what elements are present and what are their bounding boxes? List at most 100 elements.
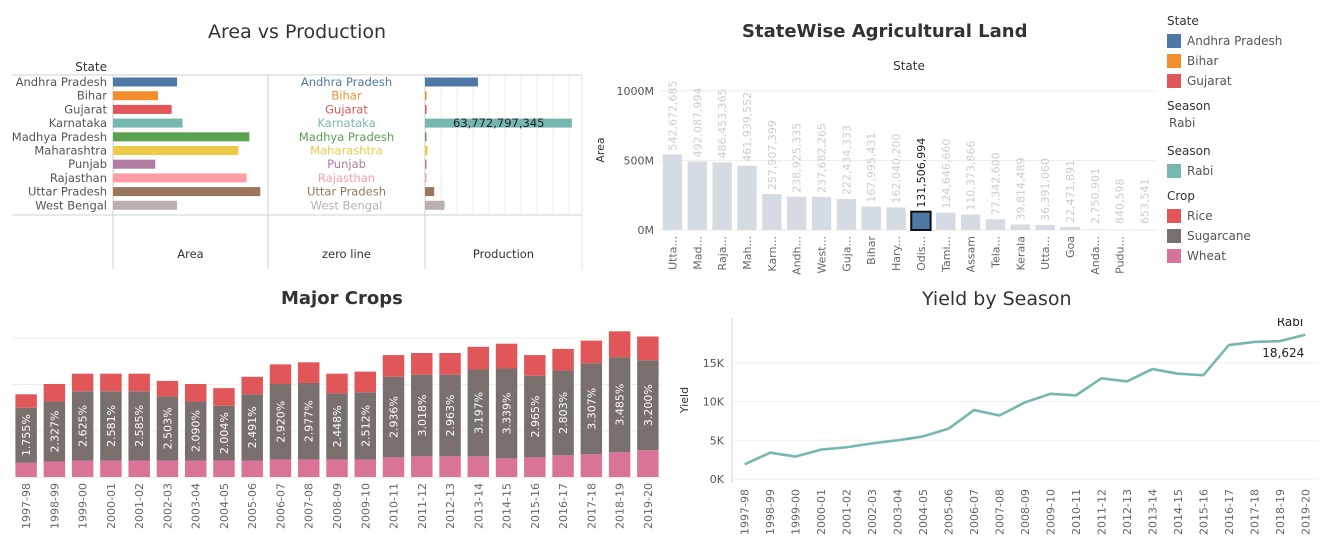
crop-bar-segment-rice[interactable] <box>326 373 348 394</box>
area-bar[interactable] <box>113 146 239 155</box>
area-bar[interactable] <box>113 187 261 197</box>
crop-bar-segment-sugarcane[interactable] <box>326 393 348 460</box>
crop-bar-segment-sugarcane[interactable] <box>213 405 235 461</box>
state-area-bar[interactable] <box>762 194 782 230</box>
season-filter-value[interactable]: Rabi <box>1169 116 1196 130</box>
crop-bar-segment-wheat[interactable] <box>100 460 122 477</box>
crop-bar-segment-rice[interactable] <box>15 394 37 408</box>
legend-season-item[interactable]: Rabi <box>1167 161 1327 181</box>
statewise-chart[interactable]: State Area 0M 500M 1000M 542,672,685 Utta... 49… <box>590 55 1165 280</box>
crop-bar-segment-wheat[interactable] <box>269 459 292 477</box>
crop-bar-segment-sugarcane[interactable] <box>411 374 433 457</box>
state-area-bar[interactable] <box>1134 229 1155 231</box>
state-area-bar[interactable] <box>1085 229 1105 231</box>
state-area-bar[interactable] <box>811 196 832 230</box>
crop-bar-segment-wheat[interactable] <box>326 459 348 477</box>
production-bar[interactable] <box>425 91 427 101</box>
area-bar[interactable] <box>113 173 247 183</box>
state-area-bar[interactable] <box>687 161 707 230</box>
production-bar[interactable] <box>425 77 478 87</box>
crop-bar-segment-sugarcane[interactable] <box>637 360 659 451</box>
production-bar[interactable] <box>425 187 435 197</box>
area-bar[interactable] <box>113 118 183 128</box>
state-area-bar[interactable] <box>786 196 807 230</box>
state-area-bar[interactable] <box>936 212 956 230</box>
crop-bar-segment-rice[interactable] <box>128 373 150 392</box>
crop-bar-segment-sugarcane[interactable] <box>439 374 461 457</box>
crop-bar-segment-wheat[interactable] <box>411 456 433 477</box>
crop-bar-segment-wheat[interactable] <box>43 461 66 478</box>
crop-bar-segment-wheat[interactable] <box>467 456 490 477</box>
crop-bar-segment-wheat[interactable] <box>382 457 405 477</box>
legend-crop-item[interactable]: Rice <box>1167 206 1327 226</box>
area-bar[interactable] <box>113 159 156 169</box>
area-bar[interactable] <box>113 104 172 114</box>
state-area-bar[interactable] <box>985 219 1006 230</box>
yield-line-rabi[interactable] <box>744 333 1306 466</box>
crop-bar-segment-rice[interactable] <box>241 376 263 395</box>
crop-bar-segment-rice[interactable] <box>213 388 235 406</box>
crop-bar-segment-sugarcane[interactable] <box>382 376 405 458</box>
crop-bar-segment-rice[interactable] <box>580 340 603 364</box>
state-area-bar[interactable] <box>1010 224 1031 230</box>
crop-bar-segment-rice[interactable] <box>354 371 376 393</box>
crop-bar-segment-wheat[interactable] <box>580 454 603 477</box>
crop-bar-segment-wheat[interactable] <box>495 458 518 477</box>
legend-state-item[interactable]: Bihar <box>1167 51 1327 71</box>
production-bar[interactable] <box>425 104 427 114</box>
crop-bar-segment-rice[interactable] <box>100 373 122 392</box>
crop-bar-segment-sugarcane[interactable] <box>580 363 603 455</box>
crop-bar-segment-rice[interactable] <box>524 355 546 376</box>
crop-bar-segment-sugarcane[interactable] <box>100 391 122 461</box>
crop-bar-segment-rice[interactable] <box>43 384 66 402</box>
legend-crop-item[interactable]: Sugarcane <box>1167 226 1327 246</box>
crop-bar-segment-sugarcane[interactable] <box>156 396 179 461</box>
crop-bar-segment-sugarcane[interactable] <box>43 401 66 462</box>
crop-bar-segment-sugarcane[interactable] <box>608 357 631 453</box>
production-bar[interactable] <box>425 200 445 210</box>
state-area-bar[interactable] <box>1060 226 1080 230</box>
legend-crop-item[interactable]: Wheat <box>1167 246 1327 266</box>
production-bar[interactable] <box>425 173 427 183</box>
state-area-bar[interactable] <box>662 154 683 230</box>
crop-bar-segment-sugarcane[interactable] <box>354 392 376 460</box>
major-crops-chart[interactable]: 1.755% 1997-98 2.327% 1998-99 2.625% 1999-00 2… <box>0 318 670 548</box>
area-bar[interactable] <box>113 77 178 87</box>
crop-bar-segment-rice[interactable] <box>552 348 574 371</box>
area-bar[interactable] <box>113 132 250 142</box>
crop-bar-segment-wheat[interactable] <box>71 460 94 477</box>
yield-chart[interactable]: Yield 0K 5K 10K 15K 1997-98 1998-99 1999-00 2000… <box>670 318 1330 548</box>
area-bar[interactable] <box>113 200 178 210</box>
crop-bar-segment-wheat[interactable] <box>298 459 320 477</box>
crop-bar-segment-sugarcane[interactable] <box>15 407 37 463</box>
crop-bar-segment-sugarcane[interactable] <box>495 368 518 459</box>
state-area-bar[interactable] <box>737 165 757 230</box>
production-bar[interactable] <box>425 159 427 169</box>
crop-bar-segment-wheat[interactable] <box>184 460 207 477</box>
crop-bar-segment-wheat[interactable] <box>156 460 179 477</box>
state-area-bar[interactable] <box>886 207 906 230</box>
crop-bar-segment-rice[interactable] <box>608 331 631 358</box>
crop-bar-segment-wheat[interactable] <box>439 456 461 477</box>
crop-bar-segment-rice[interactable] <box>71 373 94 392</box>
crop-bar-segment-wheat[interactable] <box>241 460 263 477</box>
crop-bar-segment-rice[interactable] <box>637 336 659 361</box>
state-area-bar[interactable] <box>861 206 881 230</box>
crop-bar-segment-rice[interactable] <box>184 384 207 402</box>
crop-bar-segment-sugarcane[interactable] <box>524 375 546 458</box>
crop-bar-segment-rice[interactable] <box>439 353 461 375</box>
crop-bar-segment-sugarcane[interactable] <box>298 382 320 460</box>
production-bar[interactable] <box>425 118 572 128</box>
crop-bar-segment-sugarcane[interactable] <box>552 370 574 456</box>
crop-bar-segment-sugarcane[interactable] <box>241 394 263 461</box>
crop-bar-segment-wheat[interactable] <box>637 450 659 477</box>
state-area-bar[interactable] <box>960 214 981 230</box>
crop-bar-segment-sugarcane[interactable] <box>71 391 94 461</box>
crop-bar-segment-rice[interactable] <box>495 343 518 369</box>
crop-bar-segment-wheat[interactable] <box>213 460 235 477</box>
crop-bar-segment-rice[interactable] <box>156 380 179 397</box>
crop-bar-segment-sugarcane[interactable] <box>128 391 150 461</box>
state-area-bar[interactable] <box>836 199 857 230</box>
crop-bar-segment-sugarcane[interactable] <box>184 401 207 461</box>
crop-bar-segment-sugarcane[interactable] <box>269 384 292 460</box>
